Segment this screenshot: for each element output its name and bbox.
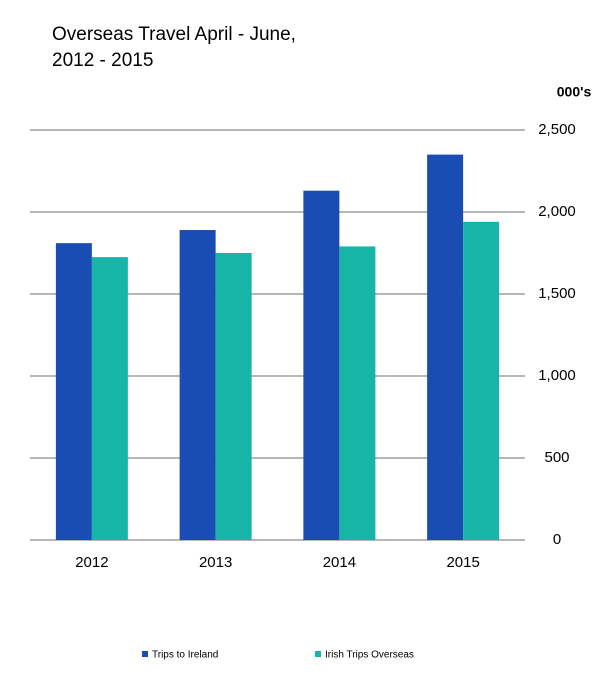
y-tick-label: 0 — [553, 531, 561, 548]
bar — [215, 253, 252, 540]
bar — [303, 190, 340, 540]
bar — [179, 230, 216, 541]
x-tick-label: 2015 — [446, 554, 479, 571]
bar — [91, 257, 128, 540]
x-tick-label: 2013 — [199, 554, 232, 571]
chart-title: 2012 - 2015 — [52, 50, 153, 71]
legend-label: Trips to Ireland — [152, 650, 218, 661]
bar — [55, 243, 92, 540]
chart-title: Overseas Travel April - June, — [52, 24, 296, 45]
legend-marker — [315, 651, 321, 657]
legend-label: Irish Trips Overseas — [325, 650, 414, 661]
y-axis-label: 000's — [557, 84, 592, 100]
x-tick-label: 2012 — [75, 554, 108, 571]
bar — [339, 246, 376, 540]
y-tick-label: 2,500 — [538, 121, 576, 138]
y-tick-label: 2,000 — [538, 203, 576, 220]
y-tick-label: 1,000 — [538, 367, 576, 384]
bar — [463, 221, 500, 540]
x-tick-label: 2014 — [323, 554, 356, 571]
y-tick-label: 500 — [544, 449, 569, 466]
bar — [427, 154, 464, 540]
legend-marker — [142, 651, 148, 657]
y-tick-label: 1,500 — [538, 285, 576, 302]
